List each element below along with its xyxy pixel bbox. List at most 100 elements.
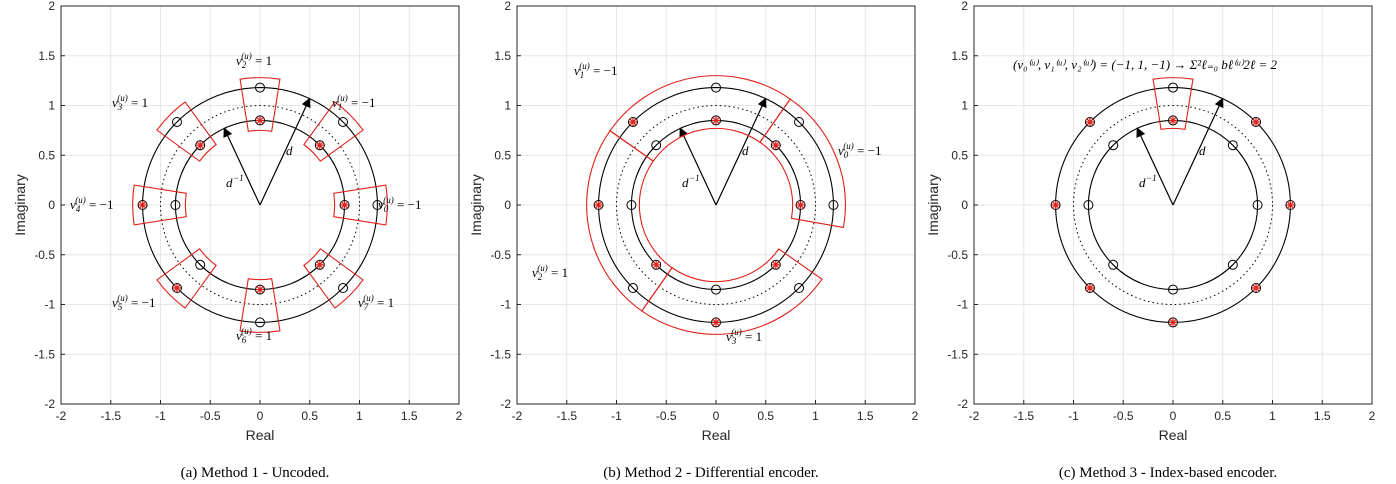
constellation-point-selected [314, 140, 325, 151]
y-tick-label: -0.5 [34, 248, 55, 262]
constellation-point [626, 200, 637, 210]
x-tick-label: 0 [1170, 409, 1177, 423]
arrow-d [715, 97, 767, 206]
x-axis-label: Real [246, 427, 275, 443]
x-tick-label: -0.5 [200, 409, 221, 423]
diff-sector-1 [609, 75, 791, 162]
constellation-point [651, 140, 662, 151]
constellation-point [1108, 140, 1119, 151]
label-d-inv-exp: −1 [233, 173, 244, 183]
selected-star-marker [256, 116, 264, 125]
constellation-point [170, 200, 181, 210]
selected-star-marker [652, 260, 661, 269]
unit-ring-dotted [1073, 105, 1273, 305]
selected-star-marker [315, 260, 324, 269]
label-d-inv: d [1139, 175, 1146, 190]
label-d: d [286, 143, 293, 158]
diff-sector-2 [586, 130, 673, 312]
x-tick-label: 1.5 [857, 409, 874, 423]
y-axis-label: Imaginary [468, 174, 484, 235]
arrow-d-inv [223, 127, 261, 206]
constellation-point-selected [1050, 200, 1061, 210]
selected-star-marker [1286, 201, 1295, 209]
y-tick-label: 1 [504, 99, 511, 113]
y-tick-label: -2 [957, 397, 968, 411]
constellation-point-selected [1285, 200, 1296, 210]
selected-star-marker [1252, 284, 1261, 293]
uncoded-sector [303, 101, 364, 162]
panel-c: -2 -1.5 -1 -0.5 0 0.5 1 1.5 2 -2 -1.5 -1 -0.5 0 0.5 1 1.… [925, 0, 1376, 481]
x-tick-label: -0.5 [656, 409, 677, 423]
constellation-point-selected [314, 259, 325, 270]
y-tick-label: 0.5 [494, 148, 511, 162]
y-tick-label: -1.5 [34, 347, 55, 361]
symbol-annotation: v6(u) = 1 [236, 326, 272, 345]
symbol-annotation: v3(u) = 1 [112, 93, 148, 112]
constellation-point [372, 200, 383, 210]
label-d-inv-exp: −1 [689, 173, 700, 183]
selected-star-marker [771, 141, 780, 150]
constellation-point [1168, 82, 1178, 93]
constellation-point-selected [593, 200, 604, 210]
selected-star-marker [1085, 284, 1094, 293]
constellation-point-selected [137, 200, 148, 210]
constellation-point-selected [770, 259, 781, 270]
figure-caption: (b) Method 2 - Differential encoder. [603, 465, 818, 481]
x-tick-label: -1 [155, 409, 166, 423]
x-tick-label: 1.5 [401, 409, 418, 423]
constellation-point [255, 317, 265, 328]
constellation-point [1083, 200, 1094, 210]
y-tick-label: -0.5 [947, 248, 968, 262]
selected-star-marker [594, 201, 603, 209]
y-tick-label: 0.5 [951, 148, 968, 162]
y-tick-label: 1.5 [494, 49, 511, 63]
symbol-annotation: v2(u) = 1 [236, 51, 272, 70]
index-sector [1152, 77, 1194, 130]
constellation-point-selected [711, 115, 721, 126]
constellation-point [794, 283, 805, 294]
label-d-inv-exp: −1 [1146, 173, 1157, 183]
constellation-point [711, 82, 721, 93]
uncoded-sector [333, 184, 388, 226]
y-tick-label: -1.5 [947, 347, 968, 361]
constellation-point [1168, 284, 1178, 295]
x-tick-label: 0.5 [301, 409, 318, 423]
constellation-point [1227, 259, 1238, 270]
selected-star-marker [172, 284, 181, 293]
uncoded-sector [239, 278, 281, 333]
selected-star-marker [256, 285, 264, 294]
arrow-d-inv [1136, 127, 1174, 206]
selected-star-marker [340, 201, 349, 209]
x-tick-label: 0.5 [1214, 409, 1231, 423]
constellation-point [195, 259, 206, 270]
symbol-annotation: v5(u) = −1 [112, 293, 155, 312]
index-mapping-annotation: (v₀⁽ᵘ⁾, v₁⁽ᵘ⁾, v₂⁽ᵘ⁾) = (−1, 1, −1) → Σ²… [1013, 57, 1278, 72]
uncoded-sector [239, 77, 281, 132]
y-tick-label: -2 [44, 397, 55, 411]
unit-ring-dotted [616, 105, 816, 305]
y-tick-label: 1.5 [951, 49, 968, 63]
x-tick-label: 0.5 [757, 409, 774, 423]
figure-caption: (a) Method 1 - Uncoded. [181, 465, 330, 481]
y-axis-label: Imaginary [925, 174, 941, 235]
constellation-point-selected [255, 284, 265, 295]
label-d-inv: d [226, 175, 233, 190]
label-d-inv: d [682, 175, 689, 190]
selected-star-marker [628, 117, 637, 126]
selected-star-marker [315, 141, 324, 150]
constellation-point-selected [171, 283, 182, 294]
uncoded-sector [303, 248, 364, 309]
constellation-point [794, 116, 805, 127]
diff-sector-3 [641, 248, 823, 335]
label-d: d [1199, 143, 1206, 158]
unit-ring-dotted [160, 105, 360, 305]
constellation-point-selected [1168, 115, 1178, 126]
x-tick-label: -2 [969, 409, 980, 423]
x-tick-label: 1 [812, 409, 819, 423]
x-tick-label: 2 [912, 409, 919, 423]
constellation-point-selected [1084, 116, 1095, 127]
constellation-point-selected [339, 200, 350, 210]
x-axis-label: Real [1159, 427, 1188, 443]
arrow-d-inv [679, 127, 717, 206]
